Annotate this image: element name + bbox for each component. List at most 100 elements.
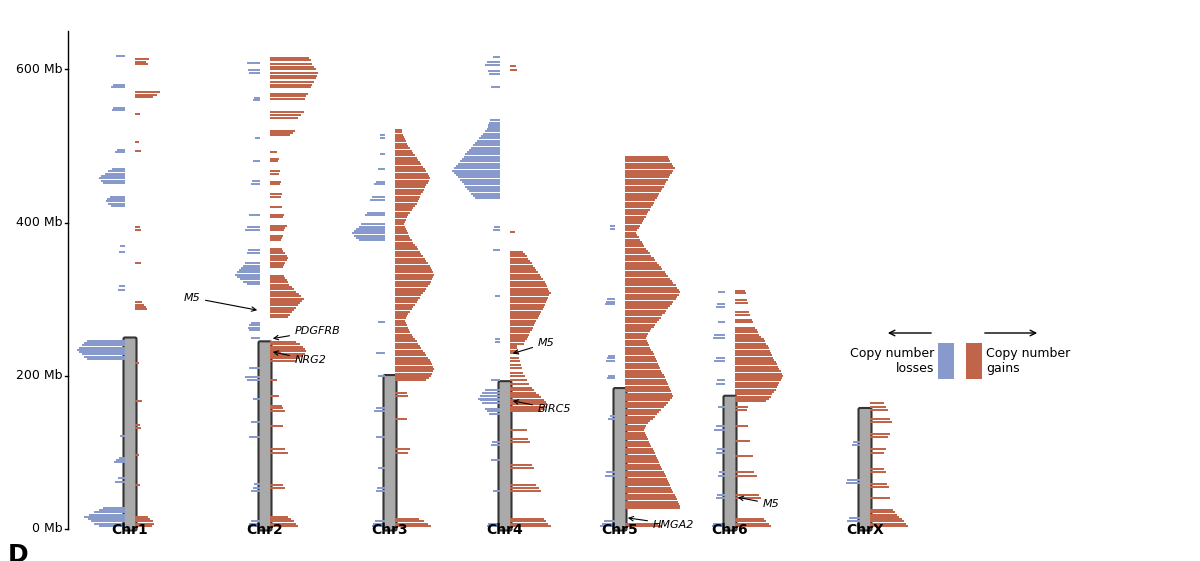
Bar xyxy=(270,516,288,518)
Bar xyxy=(510,299,547,301)
Bar xyxy=(734,398,769,400)
Bar xyxy=(625,220,643,222)
Bar xyxy=(480,399,500,402)
Bar xyxy=(716,356,725,358)
Bar xyxy=(496,338,500,340)
Bar xyxy=(395,288,426,289)
Bar xyxy=(510,389,534,392)
Bar xyxy=(118,289,125,291)
Bar xyxy=(251,337,260,339)
Bar xyxy=(510,347,517,350)
Bar xyxy=(395,184,426,186)
Bar xyxy=(395,145,408,147)
Bar xyxy=(134,226,140,228)
Bar xyxy=(718,494,725,496)
Bar xyxy=(625,525,661,527)
Bar xyxy=(510,379,527,381)
Bar xyxy=(245,263,260,264)
Bar xyxy=(510,231,515,233)
Bar xyxy=(457,177,500,178)
Bar xyxy=(486,525,500,527)
Bar xyxy=(625,505,680,507)
Bar xyxy=(361,223,385,225)
Bar xyxy=(510,356,518,358)
Bar xyxy=(454,172,500,174)
Bar xyxy=(466,154,500,155)
Bar xyxy=(479,137,500,139)
Bar xyxy=(604,521,616,522)
Bar xyxy=(395,518,419,520)
Bar xyxy=(270,130,295,132)
Bar xyxy=(236,272,260,273)
Bar xyxy=(625,372,662,374)
Bar xyxy=(367,211,385,214)
Bar xyxy=(734,425,749,427)
Bar xyxy=(486,128,500,130)
Bar xyxy=(625,390,671,392)
Bar xyxy=(395,150,412,151)
Bar xyxy=(94,511,125,513)
Bar xyxy=(270,98,305,99)
Bar xyxy=(270,309,294,311)
Bar xyxy=(734,338,763,340)
Bar xyxy=(134,308,148,310)
Text: NRG2: NRG2 xyxy=(274,351,326,365)
Bar xyxy=(395,306,413,308)
Bar xyxy=(870,523,906,525)
Bar xyxy=(252,180,260,182)
Bar xyxy=(395,142,407,145)
Bar xyxy=(395,161,420,163)
Bar xyxy=(485,64,500,66)
Bar xyxy=(242,265,260,266)
Bar xyxy=(134,525,152,527)
Bar xyxy=(395,249,418,250)
Text: Chr6: Chr6 xyxy=(712,523,749,537)
Bar xyxy=(625,160,670,162)
Bar xyxy=(270,255,287,256)
Bar xyxy=(510,306,544,308)
Bar xyxy=(270,173,278,174)
Text: 0 Mb: 0 Mb xyxy=(32,522,64,536)
FancyBboxPatch shape xyxy=(724,396,737,531)
Bar xyxy=(734,494,760,496)
Bar xyxy=(870,452,884,453)
Bar xyxy=(625,399,670,402)
Bar xyxy=(734,382,779,384)
Bar xyxy=(625,158,670,160)
Text: Copy number
losses: Copy number losses xyxy=(850,347,934,375)
Bar xyxy=(395,324,407,327)
Bar xyxy=(625,379,666,381)
Bar xyxy=(625,485,670,486)
Bar xyxy=(625,202,654,204)
Bar xyxy=(510,292,551,294)
Bar xyxy=(270,291,296,293)
Bar xyxy=(377,352,385,354)
Bar xyxy=(253,160,260,162)
Bar xyxy=(377,490,385,492)
Bar xyxy=(134,301,142,304)
Bar xyxy=(510,318,538,319)
Bar xyxy=(247,69,260,71)
Bar xyxy=(98,177,125,179)
Bar xyxy=(395,159,418,161)
Bar xyxy=(625,238,641,241)
Bar xyxy=(625,310,666,312)
Bar xyxy=(510,521,546,522)
Bar xyxy=(870,418,890,420)
Bar xyxy=(114,462,125,463)
Bar xyxy=(395,242,413,243)
Bar xyxy=(395,198,419,200)
Bar xyxy=(716,498,725,499)
Bar xyxy=(475,197,500,199)
Bar xyxy=(734,311,749,313)
Bar xyxy=(395,168,425,170)
Bar xyxy=(246,226,260,228)
Bar xyxy=(134,485,140,486)
Bar xyxy=(625,298,676,300)
Bar xyxy=(714,334,725,335)
Bar xyxy=(510,331,530,333)
Bar xyxy=(115,151,125,153)
Bar xyxy=(270,425,283,427)
Bar xyxy=(270,77,316,79)
Bar xyxy=(89,513,125,516)
